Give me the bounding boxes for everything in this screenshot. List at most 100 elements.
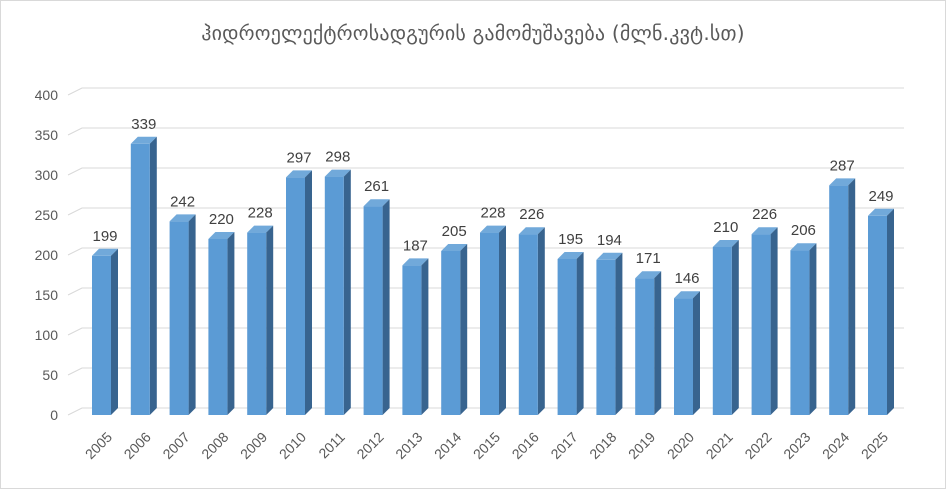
bar-front-face-2015 — [480, 232, 499, 415]
x-axis-label-2022: 2022 — [741, 429, 774, 462]
bar-side-face-2019 — [654, 271, 662, 415]
bar-top-face-2008 — [208, 232, 235, 239]
bar-front-face-2024 — [829, 185, 849, 415]
bar-front-face-2022 — [751, 234, 771, 415]
bar-side-face-2015 — [499, 225, 506, 415]
x-axis-label-2015: 2015 — [470, 429, 503, 462]
bar-2005[interactable] — [92, 248, 118, 415]
gridline-350 — [67, 127, 904, 136]
bar-2021[interactable] — [712, 240, 739, 415]
gridline-0 — [67, 407, 904, 416]
data-label-2023: 206 — [791, 222, 816, 239]
data-label-2011: 298 — [325, 149, 350, 166]
x-axis-label-2009: 2009 — [237, 429, 270, 462]
bar-front-face-2009 — [247, 232, 267, 415]
gridline-400 — [67, 87, 904, 96]
bar-top-face-2023 — [790, 243, 817, 251]
bar-side-face-2005 — [111, 248, 118, 415]
bar-side-face-2021 — [731, 240, 739, 415]
bar-front-face-2019 — [635, 278, 655, 415]
bar-front-face-2014 — [441, 251, 461, 415]
gridline-300 — [67, 167, 904, 176]
bar-top-face-2012 — [363, 199, 390, 207]
bar-top-face-2013 — [402, 258, 429, 266]
bar-top-face-2022 — [751, 227, 778, 235]
y-axis-label-200: 200 — [35, 247, 59, 263]
bar-top-face-2024 — [829, 178, 856, 186]
data-label-2005: 199 — [92, 228, 117, 245]
y-axis-label-150: 150 — [35, 287, 59, 303]
bar-2007[interactable] — [169, 214, 196, 415]
x-axis-label-2020: 2020 — [664, 429, 697, 462]
bar-2020[interactable] — [674, 291, 700, 415]
bar-2011[interactable] — [324, 169, 351, 415]
bar-2018[interactable] — [596, 252, 623, 415]
gridline-200 — [67, 247, 904, 256]
data-label-2016: 226 — [519, 206, 544, 223]
bar-front-face-2012 — [363, 206, 383, 415]
bar-top-face-2025 — [868, 208, 894, 216]
bar-2015[interactable] — [480, 225, 506, 415]
y-axis-label-0: 0 — [50, 407, 58, 423]
bar-2016[interactable] — [518, 227, 545, 415]
bar-front-face-2010 — [286, 177, 305, 415]
bar-side-face-2024 — [848, 178, 856, 415]
bar-side-face-2016 — [537, 227, 545, 415]
bar-2014[interactable] — [441, 244, 468, 415]
bar-side-face-2025 — [887, 208, 894, 415]
x-axis-label-2007: 2007 — [159, 429, 192, 462]
bar-2023[interactable] — [790, 243, 817, 415]
bar-front-face-2025 — [868, 215, 887, 415]
bar-front-face-2021 — [712, 247, 732, 415]
data-label-2021: 210 — [713, 219, 738, 236]
bar-side-face-2014 — [460, 244, 468, 415]
x-axis-label-2006: 2006 — [121, 429, 154, 462]
y-axis-label-300: 300 — [35, 167, 59, 183]
data-label-2010: 297 — [286, 149, 311, 166]
bar-front-face-2007 — [169, 221, 189, 415]
bar-2012[interactable] — [363, 199, 390, 415]
bar-2025[interactable] — [868, 208, 894, 415]
y-axis-label-350: 350 — [35, 127, 59, 143]
bar-2008[interactable] — [208, 232, 235, 415]
bar-2006[interactable] — [130, 136, 157, 416]
gridline-150 — [67, 287, 904, 296]
data-label-2014: 205 — [442, 223, 467, 240]
bar-top-face-2015 — [480, 225, 506, 233]
x-axis-label-2016: 2016 — [509, 429, 542, 462]
bar-2017[interactable] — [557, 252, 584, 415]
data-label-2024: 287 — [830, 157, 855, 174]
data-label-2008: 220 — [209, 211, 234, 228]
x-axis-label-2018: 2018 — [586, 429, 619, 462]
x-axis-label-2024: 2024 — [819, 429, 852, 462]
bar-front-face-2005 — [92, 255, 111, 415]
bar-side-face-2006 — [149, 136, 157, 416]
x-axis-label-2008: 2008 — [198, 429, 231, 462]
data-label-2012: 261 — [364, 178, 389, 195]
bar-top-face-2019 — [635, 271, 662, 279]
bar-front-face-2018 — [596, 259, 616, 415]
bar-2013[interactable] — [402, 258, 429, 415]
x-axis-label-2023: 2023 — [780, 429, 813, 462]
x-axis-label-2011: 2011 — [315, 429, 348, 462]
bar-top-face-2014 — [441, 244, 468, 251]
gridline-50 — [67, 367, 904, 376]
bar-2024[interactable] — [829, 178, 856, 415]
data-label-2013: 187 — [403, 237, 428, 254]
x-axis-label-2014: 2014 — [431, 429, 464, 462]
bar-side-face-2008 — [227, 232, 235, 415]
bar-2019[interactable] — [635, 271, 662, 415]
bar-front-face-2016 — [518, 234, 538, 415]
bar-2022[interactable] — [751, 227, 778, 415]
data-label-2017: 195 — [558, 231, 583, 248]
data-label-2025: 249 — [868, 188, 893, 205]
bar-front-face-2011 — [324, 176, 344, 415]
bar-2010[interactable] — [286, 170, 312, 415]
bar-side-face-2009 — [266, 225, 274, 415]
bar-side-face-2018 — [615, 252, 623, 415]
bar-2009[interactable] — [247, 225, 274, 415]
data-label-2007: 242 — [170, 193, 195, 210]
x-axis-label-2012: 2012 — [353, 429, 386, 462]
bar-side-face-2011 — [343, 169, 351, 415]
bar-side-face-2023 — [809, 243, 817, 415]
